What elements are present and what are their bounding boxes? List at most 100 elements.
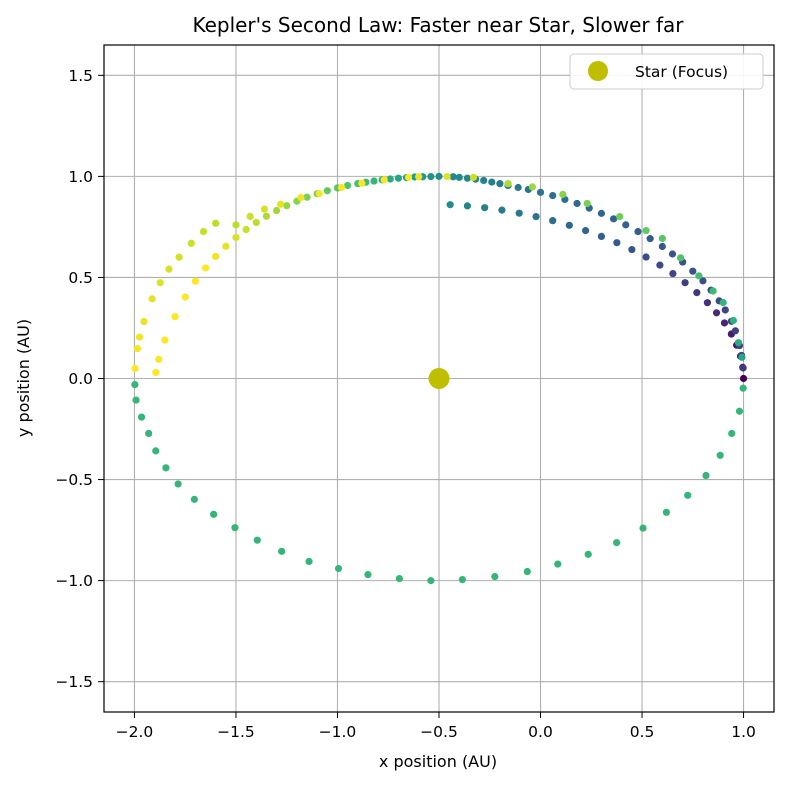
orbit-point [135,333,144,341]
orbit-point [469,173,478,181]
x-tick-label: −2.0 [116,723,154,741]
orbit-point [191,277,199,285]
orbit-point [523,567,531,576]
orbit-point [728,429,736,438]
orbit-point [735,407,744,415]
orbit-point [646,235,654,243]
orbit-point [231,524,239,532]
y-tick-label: −1.5 [55,673,93,691]
orbit-point [427,172,435,181]
legend-star-label: Star (Focus) [635,63,728,81]
star-marker [428,368,450,389]
y-tick-label: 1.5 [68,67,93,85]
orbit-point [323,187,331,195]
orbit-point [131,364,139,372]
orbit-point [532,213,540,221]
orbit-points [131,172,748,585]
orbit-point [297,194,305,202]
orbit-point [181,293,189,301]
orbit-point [481,204,489,212]
orbit-point [165,265,173,273]
orbit-point [719,298,727,307]
orbit-point [232,221,240,229]
orbit-point [133,344,142,353]
orbit-point [415,173,423,181]
orbit-point [702,471,710,480]
orbit-point [734,339,743,347]
orbit-point [174,480,182,488]
x-tick-label: −0.5 [420,723,458,741]
orbit-point [639,524,647,532]
orbit-point [729,316,737,325]
orbit-point [337,183,346,192]
x-tick-label: 1.0 [731,723,756,741]
y-tick-label: 0.0 [68,370,93,388]
orbit-point [581,226,590,235]
orbit-point [242,225,250,234]
orbit-point [668,250,677,258]
orbit-point [190,495,198,503]
orbit-point [394,174,402,182]
orbit-point [642,226,650,235]
orbit-point [565,221,573,229]
orbit-point [739,364,747,372]
orbit-point [616,213,624,221]
orbit-point [693,288,701,297]
orbit-point [260,205,268,213]
orbit-point [613,239,621,247]
orbit-point [695,272,703,280]
orbit-point [597,209,606,217]
orbit-point [504,180,512,188]
orbit-point [613,539,621,547]
orbit-point [199,227,208,236]
orbit-point [656,261,664,269]
orbit-point [716,451,724,459]
orbit-point [496,180,504,188]
orbit-point [252,218,260,227]
orbit-point [738,353,746,361]
orbit-point [677,254,685,262]
orbit-point [699,277,707,285]
orbit-point [131,380,139,389]
orbit-point [662,508,670,516]
orbit-point [152,368,160,377]
orbit-point [212,219,220,227]
orbit-point [549,191,557,200]
orbit-point [658,242,666,251]
legend-star-marker [588,61,608,81]
orbit-point [622,221,630,229]
orbit-point [201,264,210,272]
orbit-point [386,175,394,183]
orbit-point [303,193,311,201]
orbit-point [731,327,740,335]
orbit-point [480,176,488,185]
x-tick-label: −1.0 [319,723,357,741]
orbit-point [712,309,721,317]
orbit-point [681,279,689,287]
orbit-point [443,172,451,181]
y-axis-label: y position (AU) [14,319,33,437]
orbit-point [554,560,562,568]
y-tick-label: 0.5 [68,269,93,287]
orbit-point [449,173,457,181]
orbit-point [404,173,413,181]
orbit-point [458,576,466,584]
orbit-point [358,179,366,187]
orbit-point [427,577,435,585]
orbit-point [364,570,372,579]
orbit-point [246,212,254,220]
orbit-point [435,172,443,180]
orbit-point [515,209,523,217]
orbit-point [549,217,557,225]
orbit-point [658,234,666,243]
x-axis-ticks: −2.0 −1.5 −1.0 −0.5 0.0 0.5 1.0 [116,712,756,741]
chart-title: Kepler's Second Law: Faster near Star, S… [192,13,684,37]
orbit-point [187,239,195,247]
orbit-point [584,550,592,558]
orbit-point [720,319,729,327]
star-layer [428,368,450,389]
orbit-point [253,536,261,544]
orbit-point [262,212,271,220]
orbit-point [739,374,748,383]
legend: Star (Focus) [569,53,764,90]
